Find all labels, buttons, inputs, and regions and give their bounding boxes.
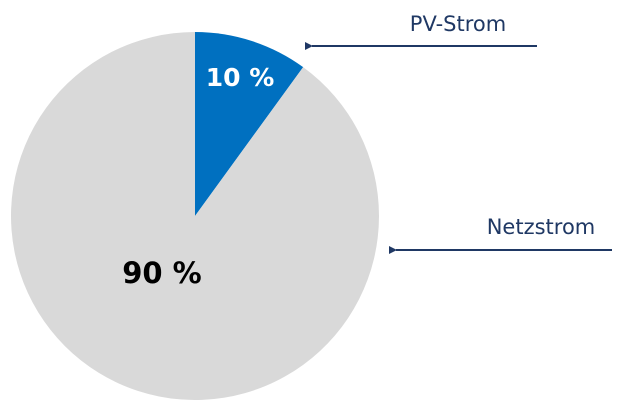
- legend-label-netzstrom: Netzstrom: [487, 215, 596, 239]
- slice-label-pv-strom: 10 %: [206, 63, 275, 92]
- pie-slice-netzstrom: [11, 32, 380, 400]
- pie-slices: [11, 32, 380, 400]
- callout-pv-strom: PV-Strom: [305, 12, 537, 50]
- callout-netzstrom: Netzstrom: [389, 215, 612, 254]
- slice-label-netzstrom: 90 %: [122, 256, 202, 290]
- legend-label-pv-strom: PV-Strom: [410, 12, 506, 36]
- pie-slice-pv-strom: [195, 32, 304, 216]
